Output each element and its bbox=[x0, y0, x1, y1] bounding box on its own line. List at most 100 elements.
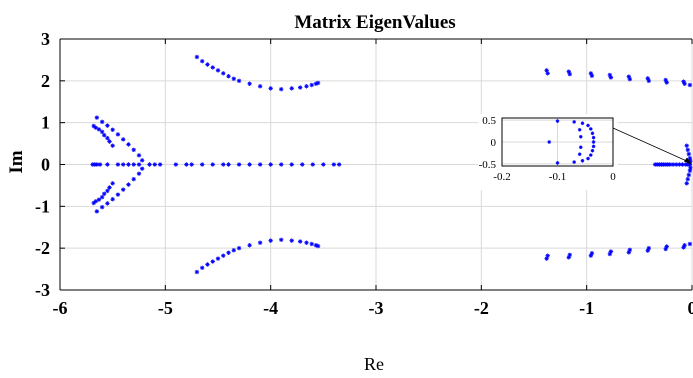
inset-eigenvalue-point bbox=[577, 127, 582, 132]
eigenvalue-point bbox=[289, 238, 294, 243]
eigenvalue-point bbox=[247, 243, 252, 248]
x-axis-label: Re bbox=[364, 354, 384, 374]
eigenvalue-point bbox=[194, 269, 200, 275]
eigenvalue-point bbox=[110, 181, 115, 186]
eigenvalue-point bbox=[126, 162, 131, 167]
eigenvalue-point bbox=[297, 239, 303, 244]
eigenvalue-point bbox=[105, 123, 110, 128]
eigenvalue-point bbox=[110, 127, 115, 132]
y-tick-label: -1 bbox=[35, 196, 50, 216]
eigenvalue-point bbox=[93, 125, 99, 130]
eigenvalue-point bbox=[687, 241, 693, 247]
eigenvalue-point bbox=[310, 162, 315, 167]
eigenvalue-point bbox=[96, 197, 102, 202]
eigenvalue-point bbox=[194, 54, 200, 60]
inset-arrowhead bbox=[684, 157, 692, 165]
eigenvalue-point bbox=[646, 245, 652, 251]
inset-eigenvalue-point bbox=[590, 148, 595, 153]
eigenvalue-point bbox=[96, 127, 102, 132]
eigenvalue-point bbox=[646, 78, 652, 84]
eigenvalue-point bbox=[136, 162, 142, 167]
eigenvalue-point bbox=[99, 129, 105, 135]
eigenvalue-point bbox=[300, 162, 305, 167]
eigenvalue-point bbox=[221, 71, 226, 76]
eigenvalue-point bbox=[257, 84, 263, 89]
eigenvalue-point bbox=[215, 256, 221, 261]
inset-eigenvalue-point bbox=[591, 144, 596, 149]
eigenvalue-point bbox=[226, 74, 231, 79]
eigenvalue-point bbox=[107, 185, 112, 190]
inset-y-tick-label: 0.5 bbox=[482, 115, 496, 127]
inset-eigenvalue-point bbox=[572, 160, 576, 164]
eigenvalue-point bbox=[102, 191, 107, 196]
eigenvalue-point bbox=[268, 162, 273, 167]
inset-eigenvalue-point bbox=[591, 135, 596, 140]
eigenvalue-point bbox=[687, 82, 693, 88]
inset-eigenvalue-point bbox=[572, 120, 576, 124]
eigenvalue-point bbox=[136, 153, 142, 158]
eigenvalue-point bbox=[545, 253, 550, 258]
inset-y-tick-label: -0.5 bbox=[479, 159, 497, 171]
eigenvalue-point bbox=[102, 133, 107, 138]
eigenvalue-point bbox=[667, 162, 673, 167]
eigenvalue-point bbox=[121, 162, 126, 167]
inset-eigenvalue-point bbox=[589, 153, 593, 157]
eigenvalue-point bbox=[685, 176, 690, 182]
eigenvalue-point bbox=[279, 162, 284, 167]
eigenvalue-point bbox=[110, 197, 115, 202]
y-tick-label: 3 bbox=[41, 29, 50, 49]
inset-eigenvalue-point bbox=[577, 152, 582, 157]
eigenvalue-point bbox=[589, 250, 595, 256]
inset-background bbox=[478, 114, 618, 190]
eigenvalue-point bbox=[147, 162, 152, 167]
eigenvalue-point bbox=[210, 65, 215, 70]
inset-x-tick-label: -0.1 bbox=[549, 171, 566, 183]
eigenvalue-point bbox=[173, 162, 179, 167]
eigenvalue-point bbox=[226, 250, 231, 255]
inset-eigenvalue-point bbox=[589, 127, 593, 131]
eigenvalue-point bbox=[682, 243, 687, 248]
x-tick-label: -3 bbox=[369, 298, 384, 318]
eigenvalue-point bbox=[115, 162, 121, 167]
inset-x-tick-label: -0.2 bbox=[493, 171, 510, 183]
eigenvalue-point bbox=[236, 245, 242, 251]
eigenvalue-point bbox=[247, 81, 252, 86]
eigenvalue-point bbox=[687, 168, 693, 173]
eigenvalue-point bbox=[268, 238, 273, 243]
chart-title: Matrix EigenValues bbox=[294, 12, 455, 33]
eigenvalue-point bbox=[115, 132, 121, 137]
zoom-inset: -0.2 -0.1 0 -0.5 0 0.5 bbox=[478, 114, 692, 190]
eigenvalue-point bbox=[608, 249, 614, 254]
eigenvalue-point bbox=[205, 62, 210, 67]
eigenvalue-point bbox=[231, 76, 236, 81]
inset-eigenvalue-point bbox=[586, 123, 590, 128]
eigenvalue-point bbox=[189, 162, 194, 167]
eigenvalue-point bbox=[121, 187, 126, 192]
eigenvalue-point bbox=[105, 135, 110, 141]
eigenvalue-point bbox=[664, 80, 669, 85]
eigenvalue-point bbox=[309, 82, 314, 88]
eigenvalue-point bbox=[121, 137, 126, 142]
eigenvalue-point bbox=[226, 162, 231, 167]
eigenvalue-point bbox=[210, 162, 215, 167]
eigenvalue-point bbox=[105, 162, 110, 167]
eigenvalue-point bbox=[247, 162, 252, 167]
eigenvalue-point bbox=[257, 240, 263, 245]
x-tick-label: -6 bbox=[53, 298, 68, 318]
eigenvalue-point bbox=[688, 165, 693, 171]
eigenvalue-point bbox=[268, 86, 273, 91]
eigenvalue-point bbox=[289, 86, 294, 91]
inset-eigenvalue-point bbox=[580, 121, 585, 126]
inset-eigenvalue-point bbox=[579, 134, 583, 139]
eigenvalue-point bbox=[94, 162, 100, 167]
x-tick-label: -5 bbox=[158, 298, 173, 318]
eigenvalue-point bbox=[200, 265, 205, 271]
inset-connector-line bbox=[612, 127, 691, 163]
eigenvalue-point bbox=[126, 182, 131, 187]
eigenvalue-point bbox=[315, 243, 321, 249]
eigenvalue-point bbox=[99, 204, 105, 210]
inset-frame bbox=[501, 117, 614, 167]
eigenvalue-point bbox=[221, 253, 226, 258]
eigenvalue-point bbox=[94, 115, 100, 120]
